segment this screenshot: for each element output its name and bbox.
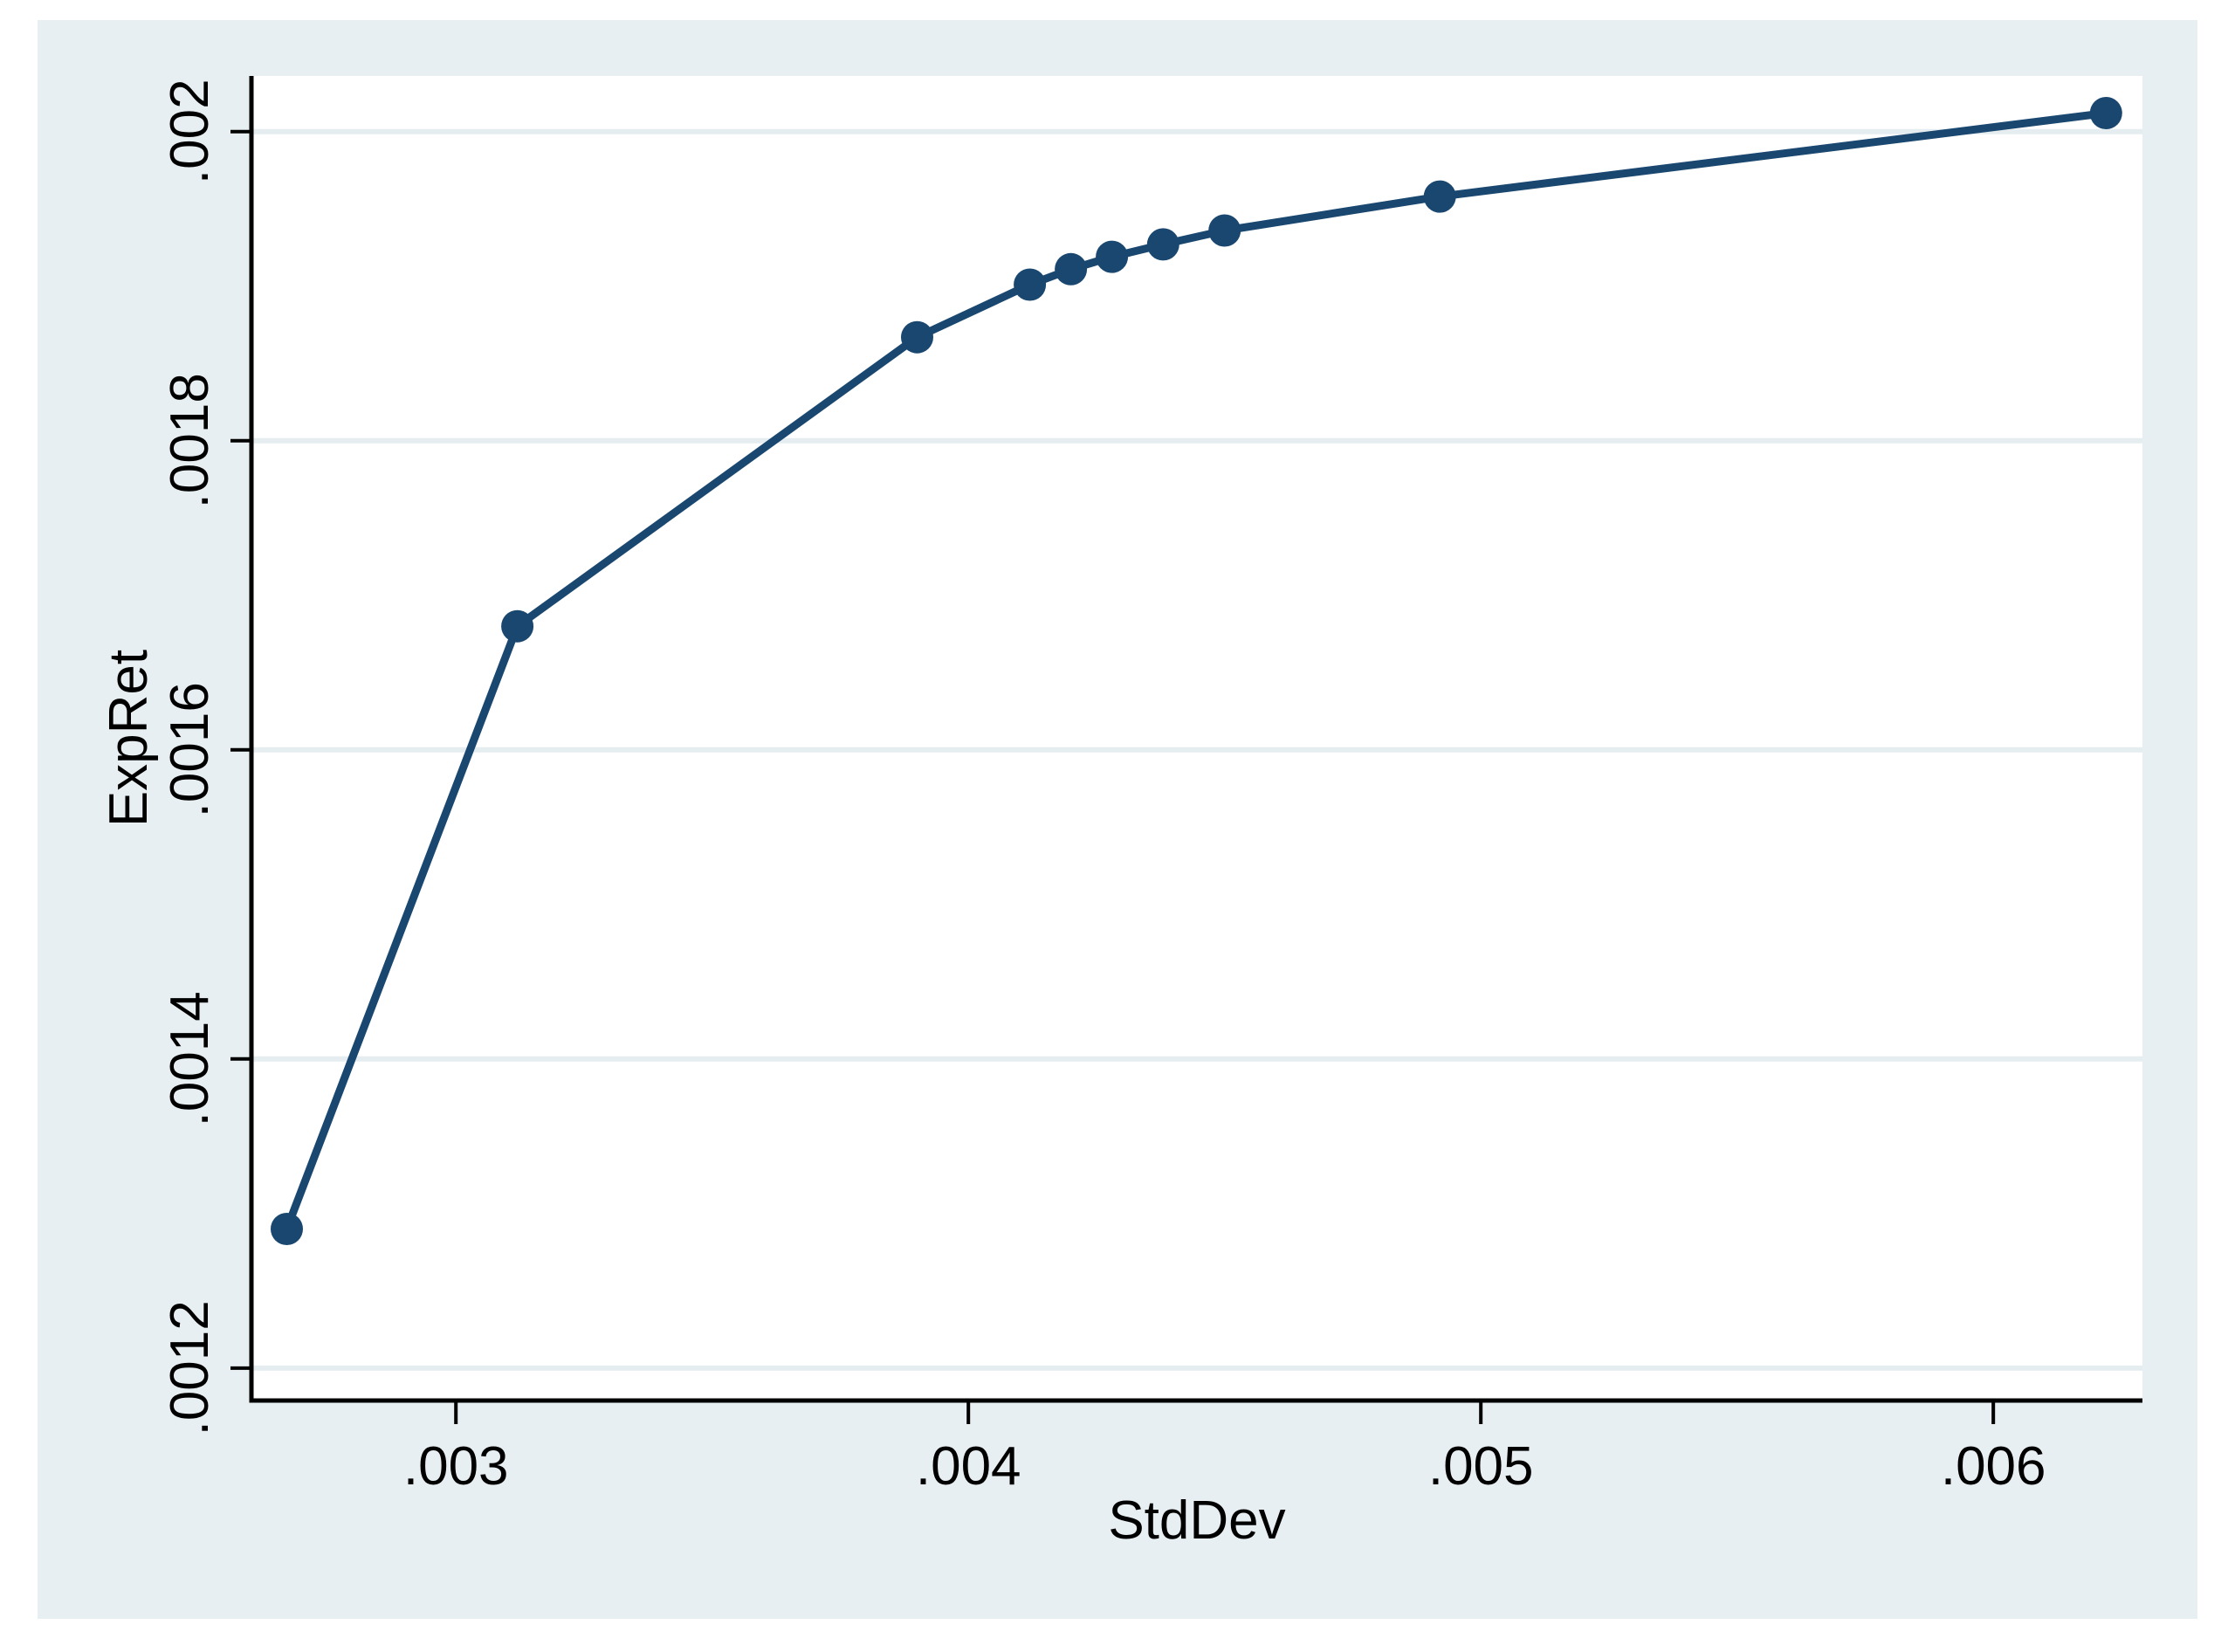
data-point-marker: [2089, 97, 2122, 129]
data-point-marker: [271, 1213, 303, 1245]
data-point-marker: [1055, 252, 1088, 286]
y-axis-title: ExpRet: [99, 650, 159, 827]
y-tick-label: .002: [160, 79, 220, 184]
series-line: [283, 109, 2107, 1231]
y-tick-label: .0014: [160, 991, 220, 1126]
y-tick-label: .0016: [160, 682, 220, 817]
x-tick-label: .006: [1941, 1436, 2046, 1497]
data-point-marker: [501, 609, 534, 643]
data-point-marker: [1208, 214, 1241, 247]
plot-area: [251, 76, 2142, 1401]
x-tick-label: .005: [1428, 1436, 1534, 1497]
data-point-marker: [1096, 240, 1129, 273]
x-axis-title: StdDev: [1108, 1490, 1285, 1551]
x-tick-label: .004: [916, 1436, 1021, 1497]
data-point-marker: [1146, 228, 1179, 261]
y-tick-label: .0012: [160, 1300, 220, 1435]
x-tick-label: .003: [403, 1436, 509, 1497]
y-tick-label: .0018: [160, 373, 220, 508]
data-point-marker: [1014, 268, 1047, 301]
data-point-marker: [901, 320, 933, 354]
data-point-marker: [1423, 180, 1456, 213]
